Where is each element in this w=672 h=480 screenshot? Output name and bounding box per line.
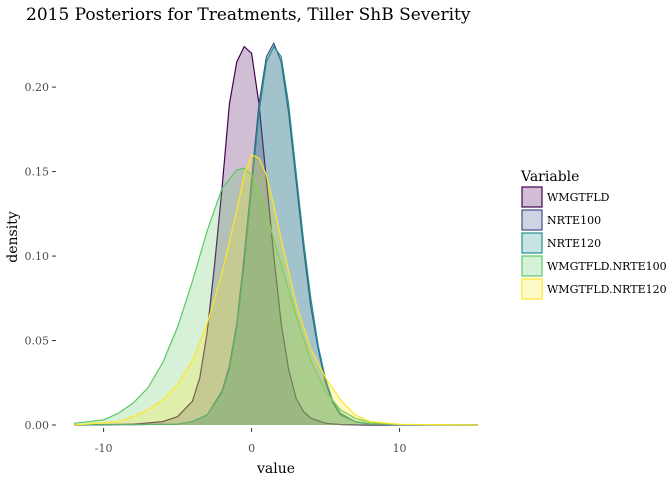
legend-label-nrte100: NRTE100 (547, 214, 601, 227)
x-tick-label: -10 (95, 442, 113, 455)
legend-swatch-wmgtfld-nrte100 (521, 255, 543, 277)
x-axis: -10 0 10 (95, 428, 407, 455)
density-area-nrte100 (74, 43, 478, 425)
legend-swatch-wmgtfld-nrte120 (521, 278, 543, 300)
legend-swatch-nrte100 (521, 209, 543, 231)
y-tick-label: 0.10 (25, 250, 50, 263)
density-area-wmgtfld-nrte100 (74, 168, 478, 425)
y-tick-label: 0.20 (25, 81, 50, 94)
density-line-wmgtfld (73, 45, 478, 426)
legend-swatch-nrte120 (521, 232, 543, 254)
x-tick-label: 0 (248, 442, 255, 455)
legend-label-wmgtfld: WMGTFLD (547, 191, 610, 204)
legend-swatch-wmgtfld (521, 186, 543, 208)
x-tick-label: 10 (393, 442, 407, 455)
density-area-nrte120 (74, 46, 478, 425)
legend-label-wmgtfld-nrte100: WMGTFLD.NRTE100 (547, 260, 667, 273)
legend-label-wmgtfld-nrte120: WMGTFLD.NRTE120 (547, 283, 667, 296)
density-line-nrte120 (73, 45, 479, 426)
y-axis-label: density (5, 211, 21, 263)
y-tick-label: 0.05 (25, 335, 50, 348)
density-area-wmgtfld-nrte120 (74, 154, 478, 425)
y-tick-label: 0.15 (25, 166, 50, 179)
density-line-wmgtfld-nrte120 (73, 153, 479, 426)
x-axis-label: value (256, 461, 295, 477)
chart-title: 2015 Posteriors for Treatments, Tiller S… (26, 5, 471, 25)
density-areas (73, 41, 479, 426)
legend: Variable WMGTFLD NRTE100 NRTE120 WMGTFLD.NR… (520, 169, 667, 300)
y-axis: 0.00 0.05 0.10 0.15 0.20 (25, 81, 56, 432)
legend-title: Variable (520, 169, 579, 185)
legend-label-nrte120: NRTE120 (547, 237, 601, 250)
density-area-wmgtfld (74, 46, 478, 425)
y-tick-label: 0.00 (25, 419, 50, 432)
density-line-wmgtfld-nrte100 (73, 167, 479, 426)
